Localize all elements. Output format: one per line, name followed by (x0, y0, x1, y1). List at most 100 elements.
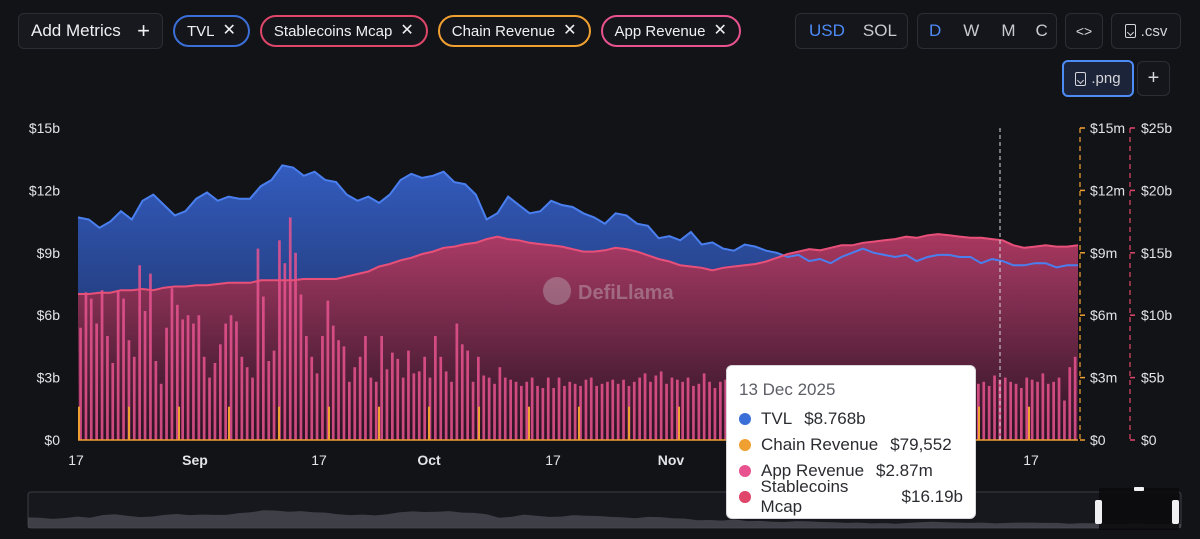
y-mid-tick-label: $0 (1090, 432, 1106, 448)
app-revenue-bar (149, 273, 152, 440)
app-revenue-bar (127, 340, 131, 440)
close-icon[interactable]: ✕ (713, 22, 727, 39)
y-left-tick-label: $15b (29, 120, 60, 136)
app-revenue-bar (213, 363, 217, 440)
app-revenue-bar (514, 381, 518, 440)
png-download-button[interactable]: .png (1062, 60, 1134, 97)
llama-logo-icon (543, 277, 571, 305)
app-revenue-bar (401, 377, 405, 440)
metric-chip-tvl[interactable]: TVL ✕ (173, 15, 250, 47)
app-revenue-bar (611, 379, 615, 440)
app-revenue-bar (219, 344, 222, 440)
app-revenue-bar (342, 346, 346, 440)
app-revenue-bar (1068, 367, 1072, 440)
app-revenue-bar (79, 327, 82, 440)
chip-label: Chain Revenue (451, 22, 556, 40)
metric-chip-stablecoins[interactable]: Stablecoins Mcap ✕ (259, 15, 428, 47)
app-revenue-bar (487, 377, 491, 440)
chain-revenue-bar (978, 406, 980, 440)
app-revenue-bar (477, 356, 480, 440)
app-revenue-bar (176, 304, 179, 440)
app-revenue-bar (482, 375, 486, 440)
app-revenue-bar (208, 377, 211, 440)
y-right-tick-label: $15b (1141, 245, 1172, 261)
close-icon[interactable]: ✕ (400, 22, 414, 39)
app-revenue-bar (713, 388, 717, 440)
y-axis-right: $0 $5b $10b $15b $20b $25b (1129, 120, 1172, 448)
app-revenue-bar (197, 315, 201, 440)
x-tick-label: 17 (1023, 452, 1039, 468)
app-revenue-bar (665, 383, 668, 440)
close-icon[interactable]: ✕ (222, 22, 236, 39)
app-revenue-bar (1057, 377, 1061, 440)
period-m[interactable]: M (1001, 21, 1016, 40)
currency-sol[interactable]: SOL (862, 21, 897, 40)
app-revenue-bar (659, 371, 663, 440)
app-revenue-bar (692, 385, 695, 440)
x-tick-label: Oct (417, 452, 441, 468)
app-revenue-bar (143, 311, 147, 440)
series-dot (739, 439, 751, 451)
plus-icon: + (137, 18, 150, 43)
app-revenue-bar (122, 298, 125, 440)
app-revenue-bar (444, 371, 448, 440)
app-revenue-bar (106, 336, 109, 440)
y-right-tick-label: $20b (1141, 182, 1172, 198)
y-left-tick-label: $3b (37, 370, 61, 386)
chip-label: Stablecoins Mcap (273, 22, 393, 40)
app-revenue-bar (638, 377, 641, 440)
chip-label: App Revenue (614, 22, 706, 40)
app-revenue-bar (1063, 400, 1066, 440)
currency-usd[interactable]: USD (809, 21, 845, 40)
app-revenue-bar (702, 373, 706, 440)
metric-chip-chain-revenue[interactable]: Chain Revenue ✕ (437, 15, 591, 47)
app-revenue-bar (530, 377, 534, 440)
app-revenue-bar (493, 383, 496, 440)
app-revenue-bar (294, 252, 297, 440)
y-left-tick-label: $6b (37, 307, 61, 323)
x-tick-label: Sep (182, 452, 208, 468)
app-revenue-bar (1014, 383, 1018, 440)
y-left-tick-label: $0 (44, 432, 60, 448)
x-tick-label: Nov (658, 452, 685, 468)
app-revenue-bar (235, 321, 238, 440)
close-icon[interactable]: ✕ (563, 22, 577, 39)
more-options-button[interactable]: + (1137, 61, 1170, 96)
app-revenue-bar (573, 383, 577, 440)
app-revenue-bar (417, 371, 421, 440)
app-revenue-bar (450, 381, 453, 440)
app-revenue-bar (310, 356, 314, 440)
add-metrics-label: Add Metrics (31, 21, 121, 40)
add-metrics-button[interactable]: Add Metrics + (18, 13, 163, 49)
chain-revenue-bar (628, 406, 630, 440)
brush-handle-right (1172, 500, 1179, 524)
app-revenue-bar (385, 369, 389, 440)
app-revenue-bar (600, 383, 604, 440)
app-revenue-bar (697, 383, 701, 440)
period-w[interactable]: W (963, 21, 980, 40)
y-mid-tick-label: $6m (1090, 307, 1117, 323)
app-revenue-bar (358, 356, 362, 440)
app-revenue-bar (326, 300, 330, 440)
app-revenue-bar (116, 290, 120, 440)
app-revenue-bar (299, 294, 303, 440)
app-revenue-bar (396, 358, 400, 440)
period-d[interactable]: D (929, 21, 942, 40)
app-revenue-bar (557, 377, 561, 440)
chain-revenue-bar (178, 406, 180, 440)
tooltip-series-value: $8.768b (804, 409, 866, 428)
app-revenue-bar (616, 383, 620, 440)
embed-button[interactable]: <> (1065, 13, 1103, 49)
metric-chip-app-revenue[interactable]: App Revenue ✕ (600, 15, 741, 47)
period-c[interactable]: C (1035, 21, 1048, 40)
app-revenue-bar (1052, 381, 1055, 440)
app-revenue-bar (471, 381, 475, 440)
y-axis-mid: $0 $3m $6m $9m $12m $15m (1079, 120, 1125, 448)
app-revenue-bar (686, 377, 690, 440)
app-revenue-bar (331, 325, 335, 440)
csv-download-button[interactable]: .csv (1111, 13, 1181, 49)
app-revenue-bar (568, 381, 572, 440)
y-right-tick-label: $5b (1141, 370, 1165, 386)
app-revenue-bar (1036, 381, 1039, 440)
